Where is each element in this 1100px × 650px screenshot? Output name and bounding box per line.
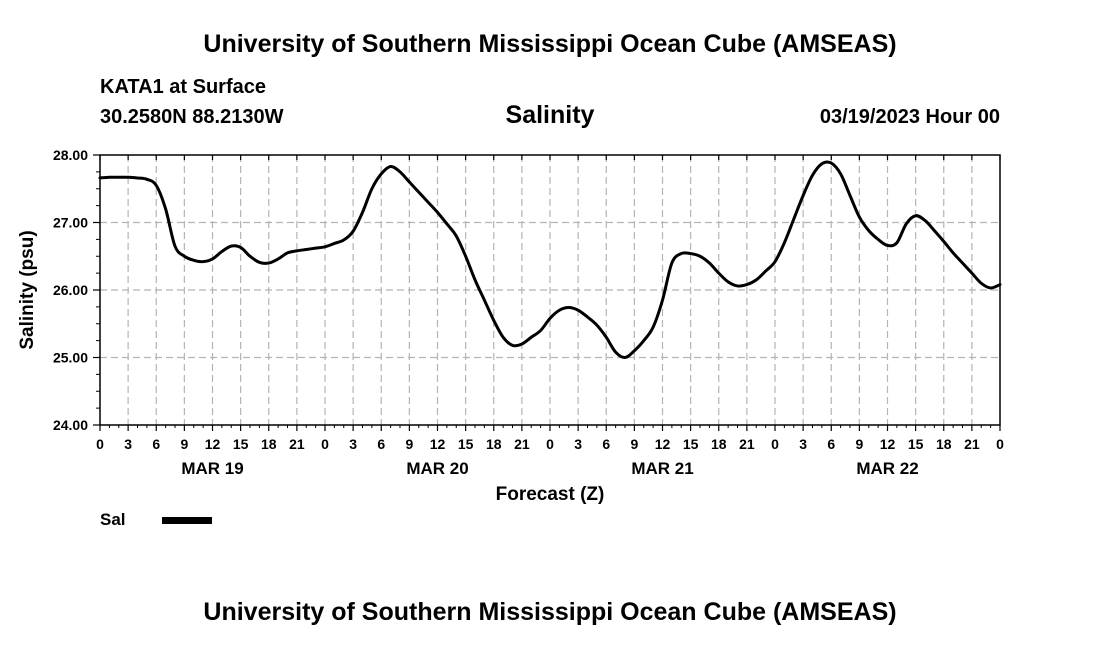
x-tick-label: 9: [855, 436, 863, 452]
x-tick-label: 21: [739, 436, 755, 452]
axis-labels: 24.00 25.00 26.00 27.00 28.00 0 3 6 9 12 15 18 21 0 3 6…: [17, 147, 1004, 505]
x-tick-label: 0: [546, 436, 554, 452]
x-tick-label: 3: [799, 436, 807, 452]
x-tick-label: 3: [574, 436, 582, 452]
x-tick-label: 6: [602, 436, 610, 452]
x-tick-label: 3: [349, 436, 357, 452]
run-time-label: 03/19/2023 Hour 00: [819, 106, 1000, 128]
x-tick-label: 18: [711, 436, 727, 452]
plot-frame: [99, 154, 1001, 426]
x-day-label: MAR 20: [406, 459, 468, 478]
x-tick-label: 0: [96, 436, 104, 452]
chart-main-title: University of Southern Mississippi Ocean…: [203, 30, 897, 58]
x-tick-label: 21: [289, 436, 305, 452]
x-tick-label: 15: [233, 436, 249, 452]
station-label: KATA1 at Surface: [100, 76, 266, 98]
x-tick-label: 12: [430, 436, 446, 452]
x-day-label: MAR 22: [856, 459, 918, 478]
x-day-label: MAR 19: [181, 459, 243, 478]
x-tick-label: 9: [405, 436, 413, 452]
x-tick-label: 6: [827, 436, 835, 452]
x-tick-label: 15: [683, 436, 699, 452]
x-tick-label: 12: [880, 436, 896, 452]
y-tick-label: 26.00: [53, 282, 88, 298]
x-tick-label: 6: [377, 436, 385, 452]
x-tick-label: 15: [458, 436, 474, 452]
legend-label: Sal: [100, 510, 126, 529]
x-tick-label: 3: [124, 436, 132, 452]
x-tick-label: 21: [514, 436, 530, 452]
grid-lines: [100, 155, 1000, 425]
axis-ticks: [93, 154, 1001, 431]
y-tick-label: 27.00: [53, 215, 88, 231]
x-tick-label: 9: [630, 436, 638, 452]
x-tick-label: 12: [655, 436, 671, 452]
series-line-sal: [98, 160, 1002, 360]
y-tick-label: 24.00: [53, 417, 88, 433]
legend-swatch: [162, 517, 212, 524]
x-tick-label: 21: [964, 436, 980, 452]
variable-title: Salinity: [505, 101, 595, 129]
footer-title: University of Southern Mississippi Ocean…: [203, 598, 897, 626]
series-layer: [98, 160, 1002, 360]
x-axis-title: Forecast (Z): [496, 484, 605, 505]
station-coordinates: 30.2580N 88.2130W: [100, 106, 284, 128]
x-tick-label: 18: [486, 436, 502, 452]
x-tick-label: 18: [936, 436, 952, 452]
x-tick-label: 15: [908, 436, 924, 452]
y-tick-label: 25.00: [53, 350, 88, 366]
x-tick-label: 18: [261, 436, 277, 452]
x-tick-label: 0: [771, 436, 779, 452]
x-tick-label: 12: [205, 436, 221, 452]
x-tick-label: 0: [996, 436, 1004, 452]
y-axis-title: Salinity (psu): [17, 230, 38, 349]
y-tick-label: 28.00: [53, 147, 88, 163]
x-day-label: MAR 21: [631, 459, 693, 478]
x-tick-label: 6: [152, 436, 160, 452]
x-tick-label: 0: [321, 436, 329, 452]
x-tick-label: 9: [180, 436, 188, 452]
